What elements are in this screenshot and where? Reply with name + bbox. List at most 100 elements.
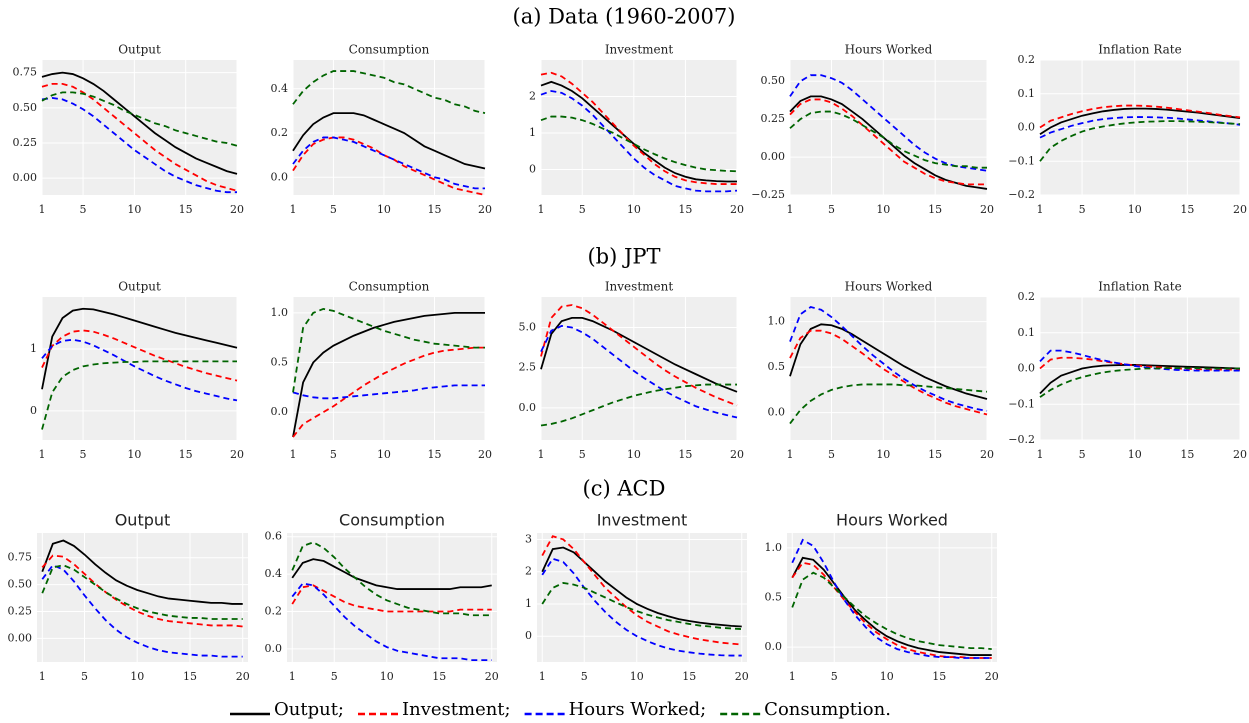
x-tick-label: 10 bbox=[876, 448, 890, 461]
series-line bbox=[540, 316, 738, 393]
y-tick-label: 0.00 bbox=[761, 150, 786, 163]
y-tick-label: 0.25 bbox=[13, 136, 38, 149]
panel-title: Inflation Rate bbox=[1098, 280, 1181, 294]
x-tick-label: 10 bbox=[377, 203, 391, 216]
series-line bbox=[292, 136, 485, 190]
panel-title: Hours Worked bbox=[845, 43, 933, 57]
series-line bbox=[540, 71, 737, 185]
series-line bbox=[41, 554, 243, 628]
x-tick-label: 15 bbox=[932, 670, 946, 683]
x-tick-label: 20 bbox=[230, 448, 244, 461]
y-tick-label: 0.50 bbox=[761, 74, 786, 87]
series-line bbox=[789, 323, 988, 400]
plot-area bbox=[42, 60, 237, 195]
series-line bbox=[540, 383, 737, 427]
series-line bbox=[292, 346, 485, 438]
series-line bbox=[41, 97, 237, 194]
series-line bbox=[791, 571, 992, 650]
series-line bbox=[41, 338, 238, 402]
x-tick-label: 1 bbox=[1037, 448, 1044, 461]
x-tick-label: 1 bbox=[1037, 203, 1044, 216]
series-line bbox=[291, 584, 492, 613]
y-tick-label: 0.75 bbox=[13, 66, 38, 79]
y-tick-label: 0.00 bbox=[8, 631, 33, 644]
x-tick-label: 5 bbox=[81, 670, 88, 683]
series-line bbox=[1039, 356, 1240, 371]
x-tick-label: 1 bbox=[39, 203, 46, 216]
series-line bbox=[540, 115, 738, 173]
section-title: (b) JPT bbox=[587, 245, 660, 269]
series-line bbox=[1039, 107, 1241, 136]
series-line bbox=[41, 564, 243, 620]
series-line bbox=[41, 71, 238, 175]
series-line bbox=[791, 538, 992, 659]
panel-title: Inflation Rate bbox=[1098, 43, 1181, 57]
y-tick-label: 0.5 bbox=[765, 591, 783, 604]
y-tick-label: 1 bbox=[525, 597, 532, 610]
x-tick-label: 20 bbox=[236, 670, 250, 683]
y-tick-label: 0.25 bbox=[761, 112, 786, 125]
series-line bbox=[41, 83, 238, 192]
x-tick-label: 15 bbox=[682, 670, 696, 683]
series-line bbox=[541, 535, 742, 646]
x-tick-label: 20 bbox=[478, 448, 492, 461]
section-title: (a) Data (1960-2007) bbox=[513, 5, 736, 29]
series-line bbox=[41, 360, 237, 430]
y-tick-label: 0 bbox=[30, 404, 37, 417]
y-tick-label: 0.4 bbox=[265, 567, 283, 580]
x-tick-label: 1 bbox=[289, 670, 296, 683]
series-line bbox=[541, 557, 742, 657]
x-tick-label: 15 bbox=[432, 670, 446, 683]
x-tick-label: 15 bbox=[1180, 448, 1194, 461]
x-tick-label: 5 bbox=[1079, 203, 1086, 216]
x-tick-label: 15 bbox=[678, 448, 692, 461]
y-tick-label: −0.2 bbox=[1008, 188, 1035, 201]
x-tick-label: 15 bbox=[179, 448, 193, 461]
y-tick-label: 1.0 bbox=[271, 306, 289, 319]
panel-title: Hours Worked bbox=[845, 280, 933, 294]
x-tick-label: 1 bbox=[787, 448, 794, 461]
y-tick-label: 0.2 bbox=[1018, 290, 1036, 303]
x-tick-label: 1 bbox=[539, 670, 546, 683]
plot-area bbox=[790, 60, 987, 195]
x-tick-label: 5 bbox=[828, 448, 835, 461]
x-tick-label: 1 bbox=[789, 670, 796, 683]
x-tick-label: 20 bbox=[230, 203, 244, 216]
y-tick-label: 0.0 bbox=[271, 405, 289, 418]
x-tick-label: 15 bbox=[179, 203, 193, 216]
x-tick-label: 15 bbox=[928, 448, 942, 461]
x-tick-label: 5 bbox=[581, 670, 588, 683]
x-tick-label: 10 bbox=[876, 203, 890, 216]
panel-title: Investment bbox=[605, 280, 674, 294]
x-tick-label: 20 bbox=[985, 670, 999, 683]
y-tick-label: 0.4 bbox=[271, 82, 289, 95]
x-tick-label: 5 bbox=[579, 203, 586, 216]
series-line bbox=[41, 307, 238, 390]
x-tick-label: 15 bbox=[678, 203, 692, 216]
y-tick-label: 1.0 bbox=[765, 541, 783, 554]
section-title: (c) ACD bbox=[583, 477, 666, 501]
x-tick-label: 15 bbox=[1180, 203, 1194, 216]
y-tick-label: 3 bbox=[525, 532, 532, 545]
series-line bbox=[1039, 120, 1241, 162]
series-line bbox=[41, 329, 238, 382]
y-tick-label: 0.2 bbox=[1018, 53, 1036, 66]
series-line bbox=[541, 582, 742, 631]
legend-label: Hours Worked; bbox=[569, 699, 707, 720]
y-tick-label: 1 bbox=[529, 126, 536, 139]
x-tick-label: 1 bbox=[538, 448, 545, 461]
series-line bbox=[292, 384, 485, 400]
x-tick-label: 10 bbox=[627, 203, 641, 216]
plot-area bbox=[541, 60, 737, 195]
series-line bbox=[540, 80, 737, 183]
x-tick-label: 20 bbox=[478, 203, 492, 216]
y-tick-label: 0.0 bbox=[265, 642, 283, 655]
series-line bbox=[1039, 349, 1240, 372]
x-tick-label: 5 bbox=[1079, 448, 1086, 461]
y-tick-label: −0.1 bbox=[1008, 397, 1035, 410]
x-tick-label: 1 bbox=[538, 203, 545, 216]
y-tick-label: 2 bbox=[529, 89, 536, 102]
x-tick-label: 5 bbox=[579, 448, 586, 461]
series-line bbox=[540, 324, 738, 419]
